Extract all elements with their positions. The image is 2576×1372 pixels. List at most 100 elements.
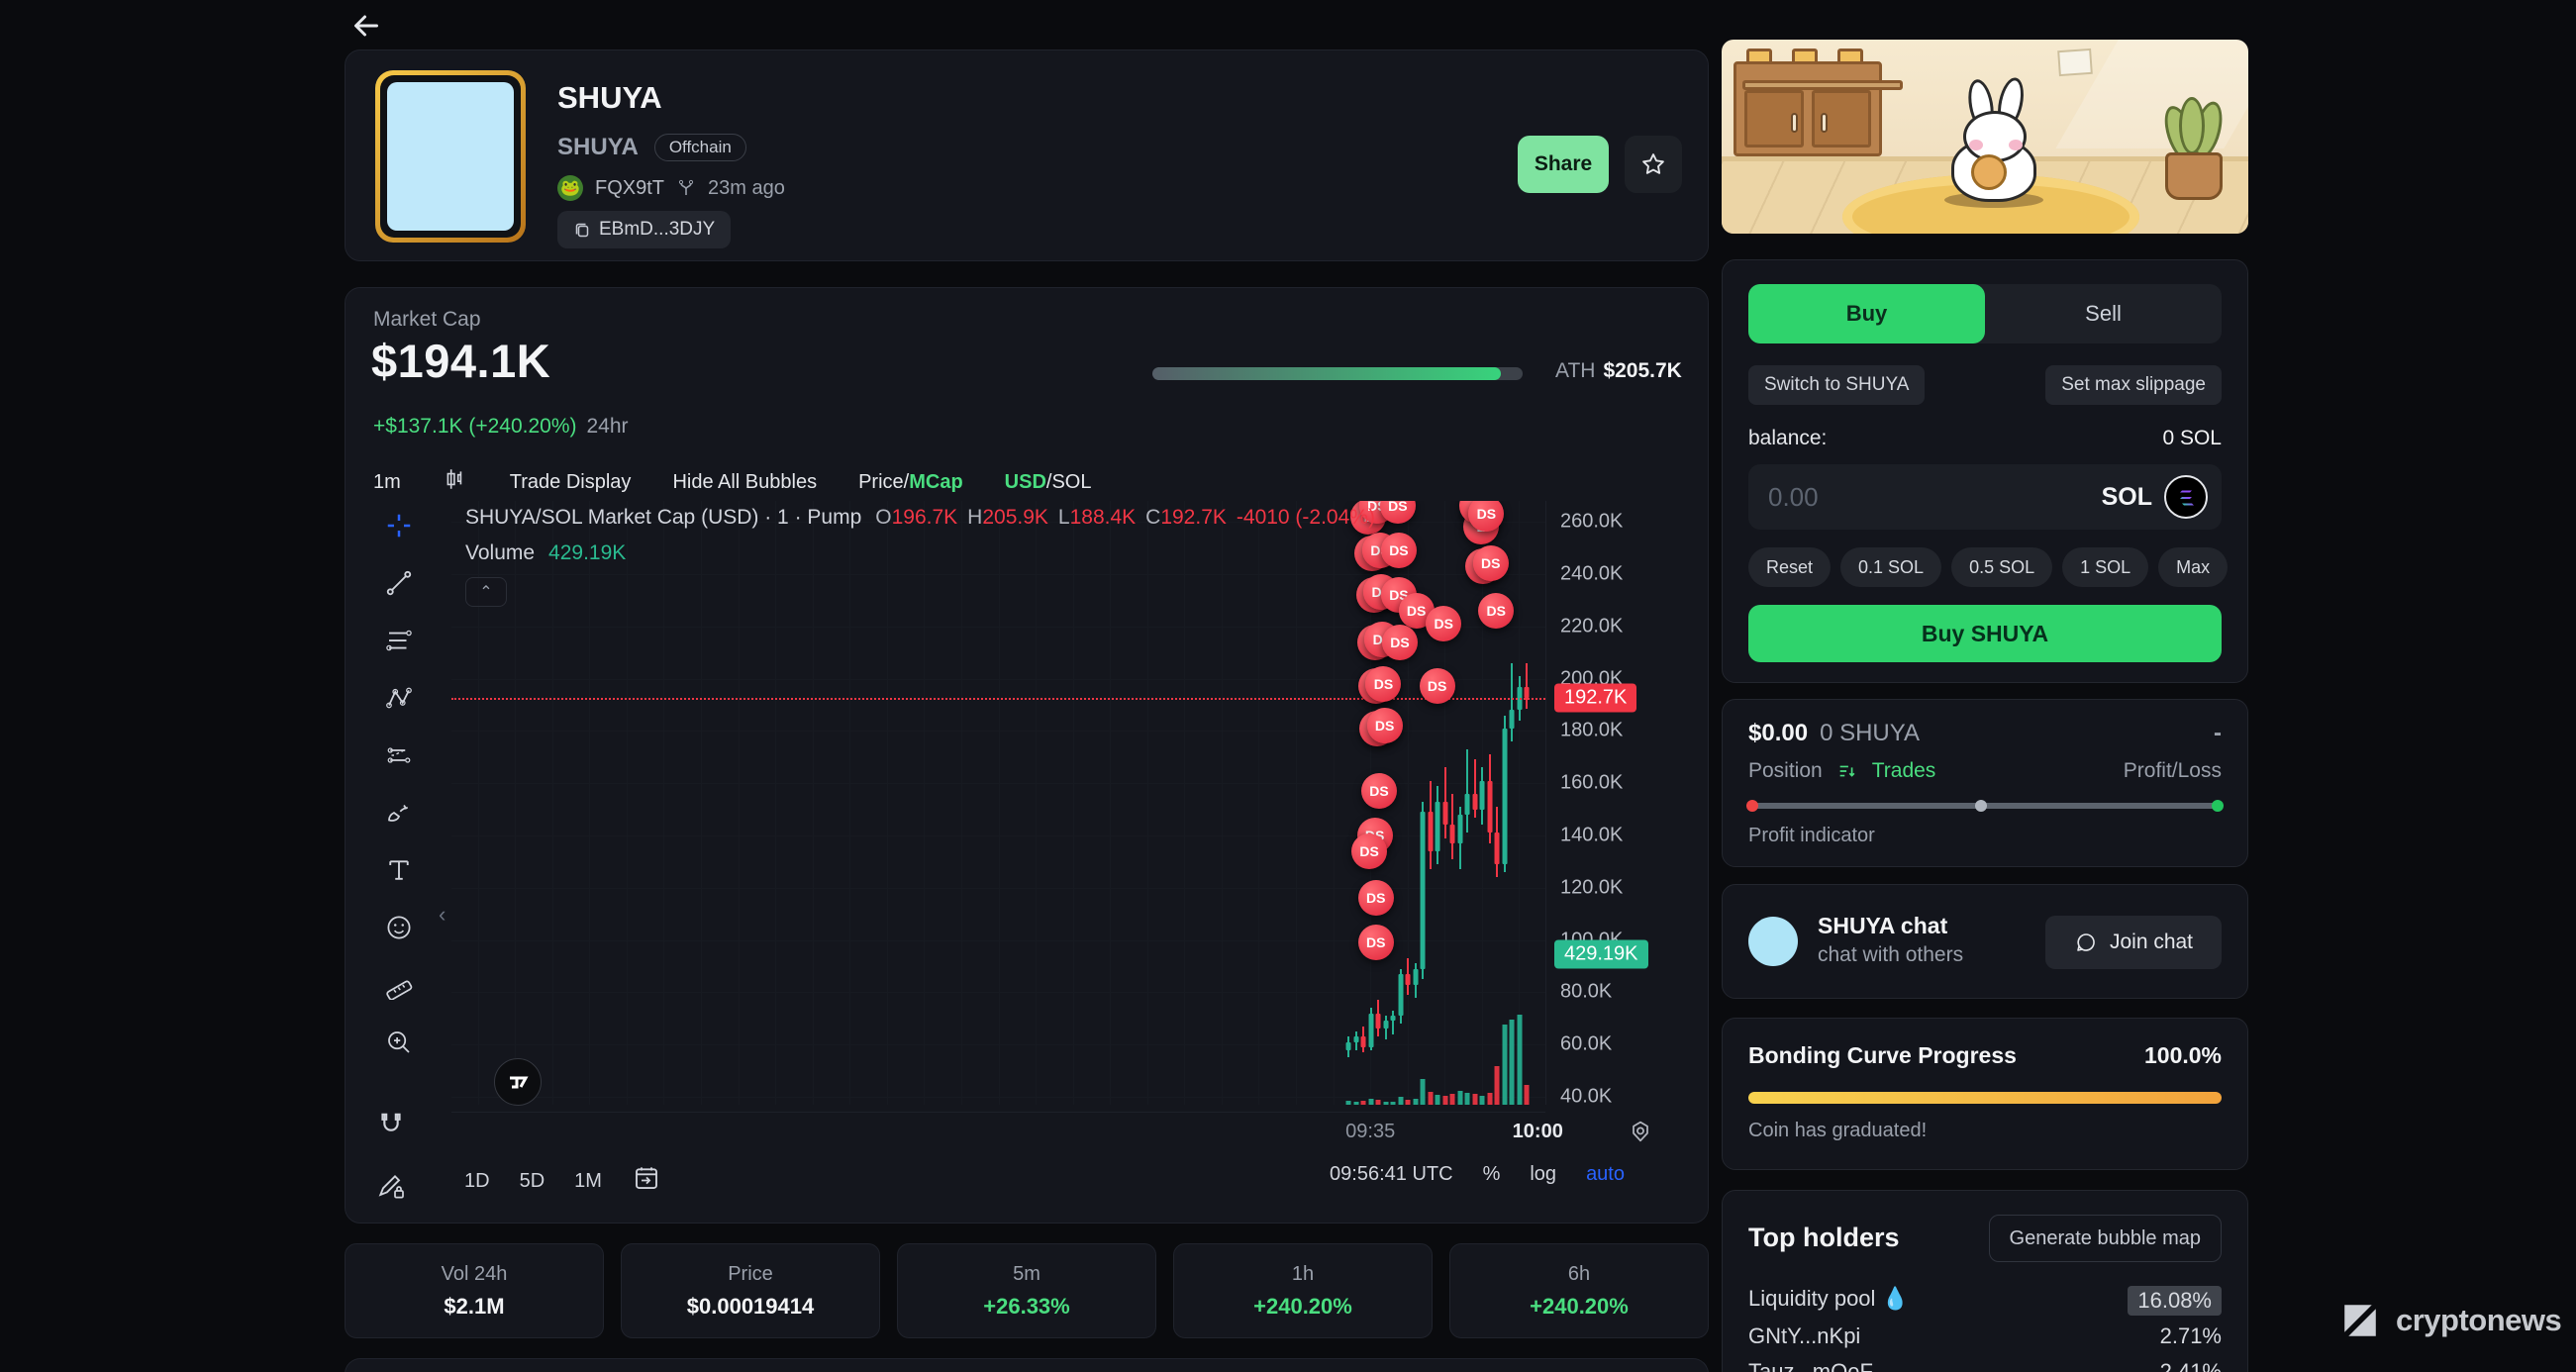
price-tick[interactable]: 240.0K xyxy=(1560,562,1624,585)
price-tick[interactable]: 60.0K xyxy=(1560,1032,1613,1055)
neutral-dot[interactable] xyxy=(1975,800,1988,812)
ds-bubble[interactable]: DS xyxy=(1351,833,1388,869)
zoom-in-tool[interactable] xyxy=(383,1027,415,1058)
magnet-tool[interactable] xyxy=(375,1108,407,1139)
creator-name[interactable]: FQX9tT xyxy=(595,176,665,199)
interval-select[interactable]: 1m xyxy=(373,470,401,493)
range-1d-button[interactable]: 1D xyxy=(464,1169,490,1192)
candle[interactable] xyxy=(1479,780,1485,810)
join-chat-button[interactable]: Join chat xyxy=(2045,916,2222,969)
pattern-tool[interactable] xyxy=(383,682,415,714)
chart-plot[interactable]: LDSDSLDDSLDSDSLDSLDSDSDSDSDSLDSDSLDSDSLD… xyxy=(451,501,1545,1105)
crosshair-tool[interactable] xyxy=(383,510,415,541)
ds-bubble[interactable]: DS xyxy=(1365,665,1402,702)
candle[interactable] xyxy=(1487,780,1493,833)
ds-bubble[interactable]: DS xyxy=(1419,668,1455,705)
chart-clock[interactable]: 09:56:41 UTC xyxy=(1330,1163,1453,1185)
chart-symbol-title[interactable]: SHUYA/SOL Market Cap (USD) · 1 · Pump xyxy=(465,506,862,529)
ds-bubble[interactable]: DS xyxy=(1472,545,1509,582)
quick-1sol-button[interactable]: 1 SOL xyxy=(2062,547,2149,587)
range-5d-button[interactable]: 5D xyxy=(519,1169,545,1192)
amount-input[interactable] xyxy=(1768,481,2102,513)
hide-bubbles-toggle[interactable]: Hide All Bubbles xyxy=(672,470,818,493)
ds-bubble[interactable]: DS xyxy=(1361,773,1398,810)
holder-row[interactable]: Liquidity pool 💧 16.08% xyxy=(1748,1286,2222,1316)
holder-row[interactable]: GNtY...nKpi 2.71% xyxy=(1748,1323,2222,1349)
quick-reset-button[interactable]: Reset xyxy=(1748,547,1832,587)
tradingview-logo[interactable] xyxy=(494,1058,542,1106)
candle[interactable] xyxy=(1502,728,1508,865)
price-tick[interactable]: 260.0K xyxy=(1560,510,1624,533)
candle[interactable] xyxy=(1405,973,1411,985)
candle[interactable] xyxy=(1524,687,1530,698)
toolbar-collapse-handle[interactable]: ‹ xyxy=(439,902,446,927)
ds-bubble[interactable]: DS xyxy=(1357,925,1394,961)
brush-tool[interactable] xyxy=(383,797,415,829)
candle[interactable] xyxy=(1509,710,1515,729)
candle[interactable] xyxy=(1383,1021,1389,1029)
holder-row[interactable]: Tauz...mQeF 2.41% xyxy=(1748,1359,2222,1372)
candle[interactable] xyxy=(1442,801,1448,826)
ds-bubble[interactable]: DS xyxy=(1379,501,1416,525)
candle[interactable] xyxy=(1494,833,1500,865)
range-1m-button[interactable]: 1M xyxy=(574,1169,602,1192)
back-button[interactable] xyxy=(348,8,384,44)
usd-sol-toggle[interactable]: USD/SOL xyxy=(1005,471,1092,494)
candle[interactable] xyxy=(1428,812,1434,851)
candle[interactable] xyxy=(1413,968,1419,985)
quick-0.1sol-button[interactable]: 0.1 SOL xyxy=(1840,547,1942,587)
ds-bubble[interactable]: DS xyxy=(1357,880,1394,917)
buy-submit-button[interactable]: Buy SHUYA xyxy=(1748,605,2222,662)
ds-bubble[interactable]: DS xyxy=(1468,501,1505,533)
switch-token-button[interactable]: Switch to SHUYA xyxy=(1748,365,1926,405)
log-scale-button[interactable]: log xyxy=(1530,1163,1557,1185)
slippage-button[interactable]: Set max slippage xyxy=(2045,365,2222,405)
candle[interactable] xyxy=(1449,825,1455,843)
candle[interactable] xyxy=(1457,814,1463,843)
candle[interactable] xyxy=(1398,973,1404,1017)
trendline-tool[interactable] xyxy=(383,567,415,599)
price-tick[interactable]: 160.0K xyxy=(1560,771,1624,794)
candle-style-button[interactable] xyxy=(443,466,468,498)
price-tick[interactable]: 180.0K xyxy=(1560,719,1624,741)
time-axis[interactable]: 09:35 10:00 xyxy=(451,1112,1563,1145)
goto-date-button[interactable] xyxy=(632,1163,661,1199)
drawing-lock-tool[interactable] xyxy=(375,1171,407,1203)
time-tick[interactable]: 10:00 xyxy=(1512,1121,1563,1142)
trade-display-toggle[interactable]: Trade Display xyxy=(509,470,632,493)
candle[interactable] xyxy=(1435,801,1440,851)
tab-sell[interactable]: Sell xyxy=(2085,301,2122,326)
ds-bubble[interactable]: DS xyxy=(1478,592,1515,629)
favorite-button[interactable] xyxy=(1625,136,1682,193)
price-mcap-toggle[interactable]: Price/MCap xyxy=(858,471,963,494)
candle[interactable] xyxy=(1360,1036,1366,1047)
quick-max-button[interactable]: Max xyxy=(2158,547,2229,587)
position-label[interactable]: Position xyxy=(1748,759,1823,782)
candle[interactable] xyxy=(1375,1013,1381,1029)
address-pill[interactable]: EBmD...3DJY xyxy=(557,211,732,248)
generate-bubble-map-button[interactable]: Generate bubble map xyxy=(1988,1215,2222,1262)
legend-collapse-button[interactable]: ⌃ xyxy=(465,577,507,607)
trades-label[interactable]: Trades xyxy=(1871,759,1936,782)
emoji-tool[interactable] xyxy=(383,912,415,943)
fib-tool[interactable] xyxy=(383,625,415,656)
axis-settings-button[interactable] xyxy=(1627,1118,1654,1150)
share-button[interactable]: Share xyxy=(1518,136,1609,193)
ruler-tool[interactable] xyxy=(383,969,415,1001)
candle[interactable] xyxy=(1345,1041,1351,1050)
text-tool[interactable] xyxy=(383,854,415,886)
candle[interactable] xyxy=(1368,1013,1374,1047)
price-tick[interactable]: 40.0K xyxy=(1560,1085,1613,1108)
tab-buy[interactable]: Buy xyxy=(1748,284,1985,343)
candle[interactable] xyxy=(1353,1036,1359,1042)
quick-0.5sol-button[interactable]: 0.5 SOL xyxy=(1951,547,2053,587)
time-tick[interactable]: 09:35 xyxy=(1345,1121,1396,1142)
forecast-tool[interactable] xyxy=(383,739,415,771)
ds-bubble[interactable]: DS xyxy=(1366,708,1403,744)
profit-slider[interactable] xyxy=(1746,800,2224,812)
candle[interactable] xyxy=(1464,793,1470,815)
percent-scale-button[interactable]: % xyxy=(1482,1163,1501,1185)
candle[interactable] xyxy=(1420,812,1426,969)
price-tick[interactable]: 120.0K xyxy=(1560,876,1624,899)
ds-bubble[interactable]: DS xyxy=(1426,606,1462,642)
